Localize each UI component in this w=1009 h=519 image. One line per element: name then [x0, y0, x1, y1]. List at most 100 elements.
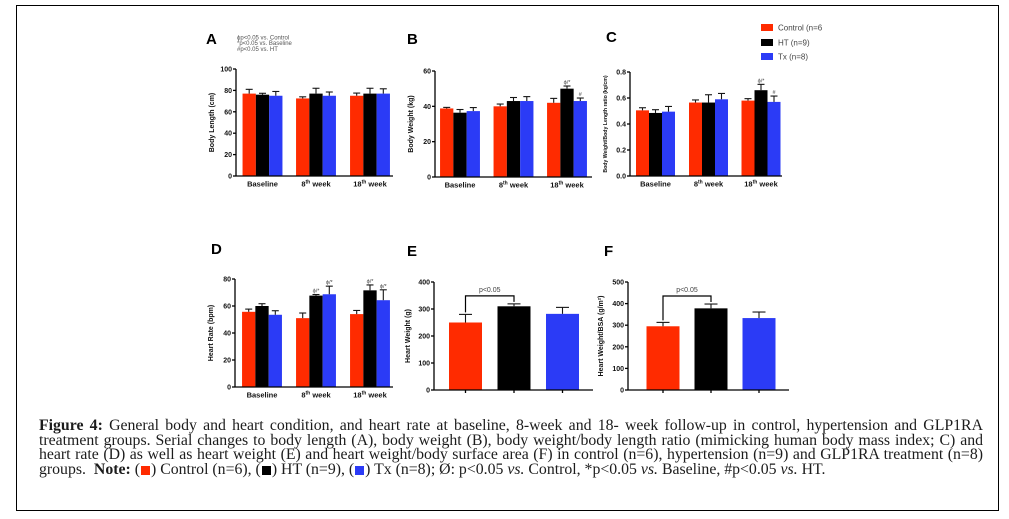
bar-ht-baseline: [255, 94, 270, 176]
y-tick-label: 80: [223, 277, 231, 284]
x-tick-label-superscript: th: [503, 181, 508, 187]
bar-control: [646, 326, 680, 390]
y-tick-label: 0: [228, 174, 232, 181]
panel-f: F Heart Weight/BSA (g/m²) 0 100 200 300 400 500…: [598, 243, 789, 395]
black-square-icon: [261, 466, 271, 476]
paren-open: (: [348, 461, 355, 479]
x-tick-label-main: 18: [744, 180, 752, 189]
x-tick-label: Baseline: [445, 181, 476, 190]
legend-swatch-tx: [761, 53, 773, 60]
paren-close: ): [271, 461, 278, 479]
x-tick-label-suffix: week: [310, 180, 331, 189]
y-tick-label: 60: [223, 304, 231, 311]
bar-ht-8th-week: [309, 93, 323, 176]
paren-close: ): [150, 461, 157, 479]
y-tick-label: 0: [620, 388, 624, 395]
significance-marker: ϕ/*: [313, 289, 321, 295]
x-tick-label-suffix: week: [366, 180, 387, 189]
significance-marker: ϕ/*: [758, 78, 766, 84]
caption-body: General body and heart condition, and he…: [39, 417, 983, 479]
y-tick-label: 0: [426, 388, 430, 395]
x-tick-label-superscript: th: [698, 180, 703, 186]
p-value-label: p<0.05: [479, 287, 501, 294]
y-axis-label: Body Weight/Body Length ratio (kg/cm): [603, 75, 609, 173]
significance-bracket: [662, 295, 712, 321]
x-tick-label-superscript: th: [362, 391, 367, 397]
legend: Control (n=6 HT (n=9) Tx (n=8): [761, 24, 823, 62]
y-tick-label: 0: [427, 175, 431, 182]
x-tick-label-suffix: week: [757, 180, 778, 189]
figure-panels: Control (n=6 HT (n=9) Tx (n=8) ϕp<0.05 v…: [206, 24, 823, 400]
x-tick-label-main: Baseline: [640, 180, 671, 189]
note-vs-baseline: *p<0.05 vs. Baseline: [237, 41, 293, 47]
y-tick-label: 40: [423, 104, 431, 111]
y-tick-label: 0: [227, 385, 231, 392]
bar-tx-baseline: [269, 95, 283, 176]
legend-label-tx: Tx (n=8): [778, 53, 808, 62]
paren-open: (: [134, 461, 140, 479]
caption-vs: vs.: [780, 461, 798, 479]
x-tick-label-main: Baseline: [247, 180, 278, 189]
bar-ht-18th-week: [754, 90, 768, 176]
x-tick-label: 8th week: [301, 391, 331, 400]
x-tick-label: Baseline: [247, 180, 278, 189]
y-tick-label: 40: [224, 131, 232, 138]
x-tick-label: 18th week: [744, 180, 778, 189]
x-tick-label: 18th week: [353, 180, 387, 189]
p-value-label: p<0.05: [676, 287, 698, 294]
panel-e: E Heart Weight (g) 0 100 200 300 400 p<0.05: [405, 243, 593, 395]
bar-tx: [742, 318, 776, 390]
x-tick-label: Baseline: [247, 391, 278, 400]
bar-control: [449, 322, 482, 390]
panel-letter: A: [206, 31, 217, 48]
bar-ht: [497, 306, 531, 390]
x-tick-label-main: 8: [301, 180, 305, 189]
legend-label-control: Control (n=6: [778, 24, 823, 33]
caption-legend-item-ht: (): [256, 461, 278, 478]
note-vs-control: ϕp<0.05 vs. Control: [237, 36, 289, 42]
x-tick-label-suffix: week: [310, 391, 331, 400]
blue-square-icon: [355, 466, 365, 476]
panel-d: D Heart Rate (bpm) ϕ/* ϕ/* ϕ/* ϕ/* 0 20 40 60 80 Ba…: [208, 241, 393, 400]
bar-ht-18th-week: [363, 290, 377, 387]
x-tick-label-suffix: week: [563, 181, 584, 190]
caption-legend-item-tx: (): [349, 461, 371, 478]
caption-vs: vs.: [640, 461, 658, 479]
caption-label: Figure 4:: [39, 417, 103, 434]
bar-tx-18th-week: [376, 93, 390, 176]
y-tick-label: 0.8: [616, 70, 626, 77]
bar-control-baseline: [242, 311, 256, 387]
caption-sig-text: HT.: [801, 461, 826, 479]
y-tick-label: 400: [612, 301, 624, 308]
significance-marker: ϕ/*: [380, 284, 388, 290]
caption-vs: vs.: [507, 461, 525, 479]
caption-sig-text: Baseline, #p<0.05: [661, 461, 777, 479]
bar-ht-baseline: [453, 112, 467, 177]
y-tick-label: 80: [224, 88, 232, 95]
y-tick-label: 200: [418, 334, 430, 341]
y-tick-label: 100: [418, 361, 430, 368]
bar-tx-baseline: [268, 314, 282, 387]
x-tick-label: 18th week: [353, 391, 387, 400]
caption-legend-text-ht: HT (n=9),: [281, 461, 345, 479]
bar-control-baseline: [242, 93, 256, 176]
y-tick-label: 0.0: [616, 174, 626, 181]
bar-control-baseline: [636, 110, 649, 176]
legend-swatch-control: [761, 24, 773, 31]
caption-sig-text: Control, *p<0.05: [528, 461, 637, 479]
paren-open: (: [255, 461, 261, 479]
caption-legend-text-tx: Tx (n=8);: [374, 461, 436, 479]
x-tick-label: 18th week: [550, 181, 584, 190]
panel-letter: F: [604, 243, 613, 260]
bar-control-8th-week: [689, 102, 702, 176]
x-tick-label-main: 18: [353, 180, 361, 189]
panel-a-significance-notes: ϕp<0.05 vs. Control *p<0.05 vs. Baseline…: [237, 36, 293, 53]
bar-ht-baseline: [255, 306, 269, 387]
bar-ht-8th-week: [506, 101, 521, 177]
bar-ht-baseline: [649, 112, 662, 176]
bar-control-18th-week: [741, 100, 755, 176]
bar-ht-8th-week: [309, 295, 323, 387]
y-tick-label: 200: [612, 344, 624, 351]
panel-letter: D: [211, 241, 222, 258]
y-tick-label: 400: [418, 280, 430, 287]
